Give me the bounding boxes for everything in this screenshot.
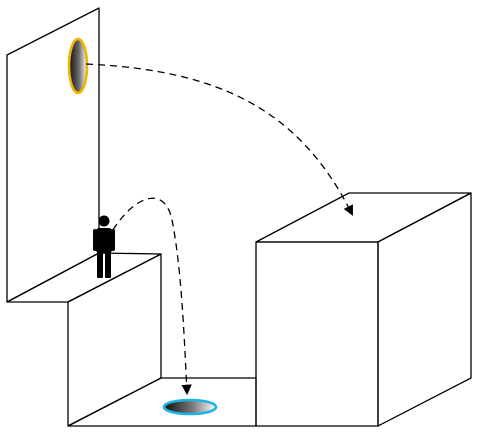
tall-box-front: [255, 241, 379, 427]
blue-portal: [162, 398, 218, 416]
tall-box-side: [377, 192, 472, 427]
person-figure: [93, 215, 115, 278]
trajectory-into-blue-portal: [112, 197, 192, 396]
standing-ledge-front: [67, 253, 162, 427]
orange-portal: [67, 37, 89, 95]
tall-box-top: [255, 192, 472, 243]
trajectory-onto-box: [85, 63, 353, 216]
pit-floor: [67, 377, 257, 427]
standing-ledge-top: [6, 252, 162, 303]
